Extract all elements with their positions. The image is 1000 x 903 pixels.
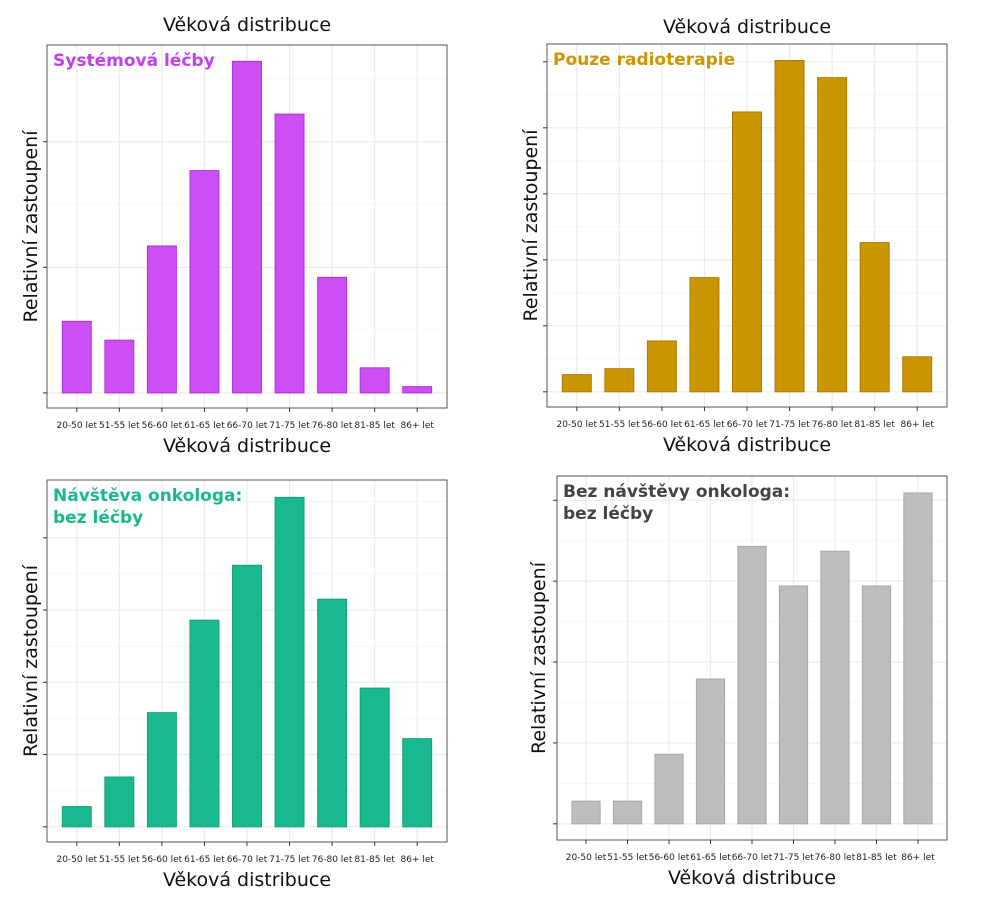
bar-61-65-let <box>695 678 726 825</box>
bar-56-60-let <box>146 245 177 394</box>
bar-76-80-let <box>317 276 348 394</box>
y-axis-label: Relativní zastoupení <box>520 129 542 322</box>
bar-66-70-let <box>232 564 262 828</box>
x-tick-label: 51-55 let <box>607 853 648 863</box>
group-label: Návštěva onkologa: bez léčby <box>53 486 242 528</box>
x-tick-label: 61-65 let <box>184 855 225 865</box>
bar-56-60-let <box>646 340 677 393</box>
x-tick-label: 61-65 let <box>690 853 731 863</box>
x-tick-label: 66-70 let <box>227 421 268 431</box>
bar-76-80-let <box>820 550 850 825</box>
bar-71-75-let <box>274 113 305 394</box>
bar-81-85-let <box>861 585 892 825</box>
bar-51-55-let <box>612 800 643 825</box>
bar-20-50-let <box>561 374 592 393</box>
x-axis-label: Věková distribuce <box>163 869 331 891</box>
x-tick-label: 81-85 let <box>854 420 895 430</box>
x-tick-label: 20-50 let <box>566 853 607 863</box>
x-tick-label: 71-75 let <box>769 420 810 430</box>
x-axis-label: Věková distribuce <box>668 867 836 889</box>
x-axis-label: Věková distribuce <box>663 434 831 456</box>
y-axis-label: Relativní zastoupení <box>20 564 42 757</box>
x-tick-label: 81-85 let <box>354 855 395 865</box>
panel-1: 20-50 let 51-55 let 56-60 let 61-65 let 66-7… <box>20 14 448 457</box>
group-label: Pouze radioterapie <box>553 50 735 70</box>
bar-51-55-let <box>604 368 635 393</box>
x-tick-label: 71-75 let <box>269 421 310 431</box>
y-axis-label: Relativní zastoupení <box>20 130 42 323</box>
x-tick-label: 76-80 let <box>312 421 353 431</box>
bar-56-60-let <box>654 753 684 825</box>
bar-66-70-let <box>732 111 762 393</box>
bar-61-65-let <box>189 619 220 828</box>
x-tick-label: 86+ let <box>401 421 435 431</box>
group-label-line: Bez návštěvy onkologa: <box>563 482 790 502</box>
x-tick-label: 76-80 let <box>312 855 353 865</box>
bar-71-75-let <box>274 496 305 828</box>
bar-20-50-let <box>571 800 601 825</box>
bar-86-let <box>402 386 433 394</box>
x-tick-label: 56-60 let <box>649 853 690 863</box>
bar-81-85-let <box>359 367 390 394</box>
group-label-line: Systémová léčby <box>53 51 215 71</box>
group-label-line: bez léčby <box>53 508 143 528</box>
bar-51-55-let <box>104 339 135 394</box>
group-label-line: bez léčby <box>563 504 653 524</box>
bar-86-let <box>902 356 933 393</box>
bar-56-60-let <box>146 712 177 828</box>
x-tick-label: 66-70 let <box>727 420 768 430</box>
bar-81-85-let <box>859 242 890 393</box>
x-tick-label: 86+ let <box>401 855 435 865</box>
bar-20-50-let <box>61 320 92 394</box>
bar-61-65-let <box>689 277 720 393</box>
bar-51-55-let <box>104 776 135 828</box>
x-tick-label: 81-85 let <box>856 853 897 863</box>
bar-71-75-let <box>778 585 809 825</box>
bar-61-65-let <box>189 170 220 394</box>
bar-76-80-let <box>817 77 848 393</box>
chart-title: Věková distribuce <box>163 14 331 36</box>
x-tick-label: 56-60 let <box>142 421 183 431</box>
bar-86-let <box>402 738 433 828</box>
group-label: Bez návštěvy onkologa: bez léčby <box>563 482 790 524</box>
x-tick-label: 86+ let <box>901 853 935 863</box>
panel-3: 20-50 let 51-55 let 56-60 let 61-65 let 66-7… <box>20 479 448 891</box>
x-tick-label: 71-75 let <box>773 853 814 863</box>
chart-title: Věková distribuce <box>663 16 831 38</box>
panel-2: 20-50 let 51-55 let 56-60 let 61-65 let 66-7… <box>520 16 948 456</box>
x-tick-label: 61-65 let <box>184 421 225 431</box>
bar-20-50-let <box>61 806 92 828</box>
x-tick-label: 66-70 let <box>227 855 268 865</box>
x-tick-label: 61-65 let <box>684 420 725 430</box>
group-label-line: Pouze radioterapie <box>553 50 735 70</box>
x-tick-label: 86+ let <box>901 420 935 430</box>
bar-66-70-let <box>737 545 767 825</box>
x-tick-label: 51-55 let <box>599 420 640 430</box>
x-tick-label: 20-50 let <box>556 420 597 430</box>
x-tick-label: 76-80 let <box>815 853 856 863</box>
x-tick-label: 66-70 let <box>732 853 773 863</box>
bar-86-let <box>903 492 933 825</box>
group-label: Systémová léčby <box>53 51 215 71</box>
bar-81-85-let <box>359 687 390 828</box>
x-axis-label: Věková distribuce <box>163 435 331 457</box>
x-tick-label: 71-75 let <box>269 855 310 865</box>
x-tick-label: 20-50 let <box>56 855 97 865</box>
x-tick-label: 51-55 let <box>99 421 140 431</box>
x-tick-label: 51-55 let <box>99 855 140 865</box>
x-tick-label: 20-50 let <box>56 421 97 431</box>
panel-4: 20-50 let 51-55 let 56-60 let 61-65 let 66-7… <box>528 475 948 889</box>
group-label-line: Návštěva onkologa: <box>53 486 242 506</box>
bar-71-75-let <box>774 60 805 393</box>
x-tick-label: 56-60 let <box>642 420 683 430</box>
x-tick-label: 81-85 let <box>354 421 395 431</box>
x-tick-label: 76-80 let <box>812 420 853 430</box>
bar-66-70-let <box>232 60 262 394</box>
x-tick-label: 56-60 let <box>142 855 183 865</box>
bar-76-80-let <box>317 598 348 828</box>
y-axis-label: Relativní zastoupení <box>528 561 550 754</box>
